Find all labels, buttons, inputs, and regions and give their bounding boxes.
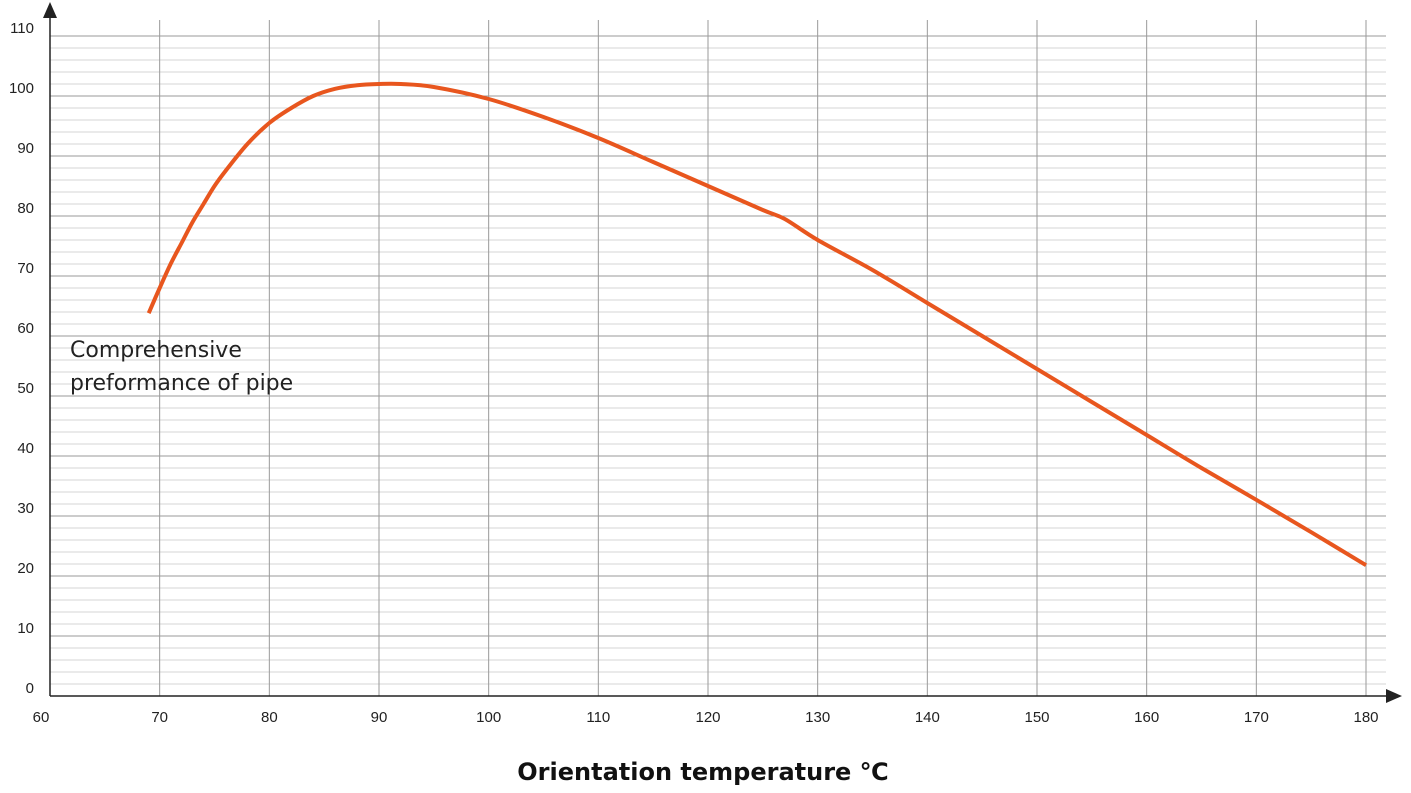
y-tick-label: 90 xyxy=(17,140,34,157)
y-tick-label: 60 xyxy=(17,320,34,337)
y-tick-label: 100 xyxy=(9,80,34,97)
y-tick-label: 0 xyxy=(26,680,34,697)
x-tick-label: 150 xyxy=(1024,709,1049,726)
x-tick-label: 110 xyxy=(586,709,610,726)
series xyxy=(146,81,1368,567)
y-tick-label: 50 xyxy=(17,380,34,397)
y-tick-labels: 0 10 20 30 40 50 60 70 80 90 100 110 xyxy=(9,20,34,697)
x-tick-label: 100 xyxy=(476,709,501,726)
y-tick-label: 110 xyxy=(10,20,34,37)
x-tick-label: 160 xyxy=(1134,709,1159,726)
axes xyxy=(43,2,1402,703)
y-tick-label: 10 xyxy=(17,620,34,637)
series-line-0 xyxy=(146,81,1368,567)
y-tick-label: 20 xyxy=(17,560,34,577)
x-axis-arrow-icon xyxy=(1386,689,1402,703)
x-tick-label: 180 xyxy=(1353,709,1378,726)
y-axis-arrow-icon xyxy=(43,2,57,18)
x-tick-label: 120 xyxy=(695,709,720,726)
y-tick-label: 30 xyxy=(17,500,34,517)
x-tick-labels: 60 70 80 90 100 110 120 130 140 150 160 170 180 xyxy=(33,709,1379,726)
x-tick-label: 80 xyxy=(261,709,278,726)
grid xyxy=(50,20,1386,696)
y-tick-label: 80 xyxy=(17,200,34,217)
x-tick-label: 140 xyxy=(915,709,940,726)
y-tick-label: 40 xyxy=(17,440,34,457)
x-tick-label: 70 xyxy=(151,709,168,726)
x-tick-label: 90 xyxy=(371,709,388,726)
x-axis-title: Orientation temperature ℃ xyxy=(517,758,888,786)
y-tick-label: 70 xyxy=(17,260,34,277)
annotation-line-2: preformance of pipe xyxy=(70,371,293,396)
x-tick-label: 60 xyxy=(33,709,50,726)
annotation-line-1: Comprehensive xyxy=(70,338,242,363)
x-tick-label: 130 xyxy=(805,709,830,726)
x-tick-label: 170 xyxy=(1244,709,1269,726)
